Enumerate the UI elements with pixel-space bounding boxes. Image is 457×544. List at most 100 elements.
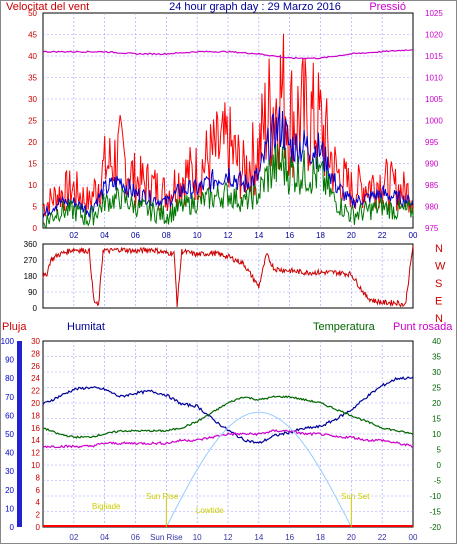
y-tick-rain: 30 xyxy=(31,337,40,346)
y2-tick-pressure: 1025 xyxy=(425,9,443,18)
y-tick-wind: 45 xyxy=(28,31,37,40)
x-tick-wind: 16 xyxy=(285,231,294,240)
direction-compass-label: W xyxy=(435,260,446,272)
legend-rain: Pluja xyxy=(2,321,27,333)
x-tick-climate: 20 xyxy=(347,533,356,542)
y-tick-temperature: 20 xyxy=(432,399,441,408)
y-tick-wind: 0 xyxy=(33,224,38,233)
y-tick-temperature: -15 xyxy=(429,508,441,517)
y-tick-temperature: 25 xyxy=(432,384,441,393)
x-tick-wind: 08 xyxy=(162,231,171,240)
y-tick-temperature: -10 xyxy=(429,492,441,501)
y-tick-wind: 10 xyxy=(28,181,37,190)
series-pressure xyxy=(42,49,413,60)
y-tick-humidity: 90 xyxy=(5,356,14,365)
y-tick-temperature: 0 xyxy=(437,461,442,470)
x-tick-wind: 06 xyxy=(131,231,140,240)
x-tick-wind: 22 xyxy=(378,231,387,240)
series-dewpoint xyxy=(42,429,414,449)
y-tick-rain: 16 xyxy=(31,424,40,433)
y-tick-rain: 10 xyxy=(31,461,40,470)
y-tick-rain: 8 xyxy=(36,473,41,482)
y2-tick-pressure: 1000 xyxy=(425,117,443,126)
y-tick-rain: 6 xyxy=(36,486,41,495)
y-tick-humidity: 60 xyxy=(5,411,14,420)
y-tick-direction: 270 xyxy=(24,256,38,265)
y-tick-humidity: 70 xyxy=(5,393,14,402)
series-wind-low xyxy=(42,143,414,230)
y-tick-wind: 5 xyxy=(33,203,38,212)
x-tick-climate: 12 xyxy=(224,533,233,542)
x-tick-climate: 14 xyxy=(254,533,263,542)
y-tick-rain: 26 xyxy=(31,362,40,371)
y-tick-temperature: 10 xyxy=(432,430,441,439)
y-tick-wind: 35 xyxy=(28,74,37,83)
y-tick-rain: 24 xyxy=(31,374,40,383)
series-temperature xyxy=(43,395,414,439)
y-tick-wind: 30 xyxy=(28,95,37,104)
y-tick-humidity: 10 xyxy=(5,504,14,513)
legend-dewpoint: Punt rosada xyxy=(393,321,453,333)
y-tick-rain: 2 xyxy=(36,511,41,520)
header-left-title: Velocitat del vent xyxy=(6,1,89,13)
y-tick-direction: 0 xyxy=(33,304,38,313)
y-tick-temperature: 5 xyxy=(437,446,442,455)
direction-compass-label: N xyxy=(435,313,443,325)
y-tick-wind: 20 xyxy=(28,138,37,147)
y2-tick-pressure: 1020 xyxy=(425,31,443,40)
y-tick-wind: 50 xyxy=(28,9,37,18)
legend-temperature: Temperatura xyxy=(313,321,376,333)
x-tick-climate: 16 xyxy=(285,533,294,542)
y-tick-humidity: 20 xyxy=(5,486,14,495)
y-tick-humidity: 40 xyxy=(5,449,14,458)
direction-compass-label: N xyxy=(435,243,443,255)
series-solar xyxy=(165,411,352,528)
x-tick-climate: 04 xyxy=(100,533,109,542)
series-direction xyxy=(42,245,414,308)
y2-tick-pressure: 985 xyxy=(425,181,439,190)
y-tick-temperature: -5 xyxy=(434,477,442,486)
y-tick-temperature: -20 xyxy=(429,523,441,532)
y2-tick-pressure: 1010 xyxy=(425,74,443,83)
y2-tick-pressure: 1015 xyxy=(425,52,443,61)
annotation-first-light: Bigliade xyxy=(92,502,121,511)
legend-humidity: Humitat xyxy=(67,321,105,333)
x-tick-climate: Sun Rise xyxy=(150,533,183,542)
series-wind-gust xyxy=(42,33,414,217)
y-tick-rain: 4 xyxy=(36,498,41,507)
y-tick-wind: 25 xyxy=(28,117,37,126)
x-tick-climate: 10 xyxy=(193,533,202,542)
y-tick-direction: 360 xyxy=(24,240,38,249)
x-tick-climate: 06 xyxy=(131,533,140,542)
y-tick-humidity: 80 xyxy=(5,374,14,383)
y-tick-temperature: 30 xyxy=(432,368,441,377)
annotation-lowtide: Lowtide xyxy=(196,506,224,515)
header-center-title: 24 hour graph day : 29 Marzo 2016 xyxy=(169,1,341,13)
y-tick-rain: 12 xyxy=(31,449,40,458)
x-tick-wind: 12 xyxy=(224,231,233,240)
y-tick-temperature: 35 xyxy=(432,353,441,362)
annotation-sun-rise: Sun Rise xyxy=(146,492,179,501)
x-tick-wind: 04 xyxy=(100,231,109,240)
annotation-sun-set: Sun Set xyxy=(341,492,370,501)
x-tick-climate: 18 xyxy=(316,533,325,542)
x-tick-climate: 02 xyxy=(69,533,78,542)
y2-tick-pressure: 1005 xyxy=(425,95,443,104)
y-tick-wind: 40 xyxy=(28,52,37,61)
y2-tick-pressure: 975 xyxy=(425,224,439,233)
y-tick-rain: 22 xyxy=(31,387,40,396)
x-tick-wind: 20 xyxy=(347,231,356,240)
y-tick-direction: 180 xyxy=(24,272,38,281)
y-tick-rain: 20 xyxy=(31,399,40,408)
y2-tick-pressure: 995 xyxy=(425,138,439,147)
y2-tick-pressure: 990 xyxy=(425,160,439,169)
series-humidity xyxy=(42,376,414,444)
y-tick-direction: 90 xyxy=(28,288,37,297)
x-tick-climate: 00 xyxy=(409,533,418,542)
x-tick-wind: 14 xyxy=(254,231,263,240)
y-tick-humidity: 100 xyxy=(1,337,15,346)
y-tick-rain: 28 xyxy=(31,349,40,358)
